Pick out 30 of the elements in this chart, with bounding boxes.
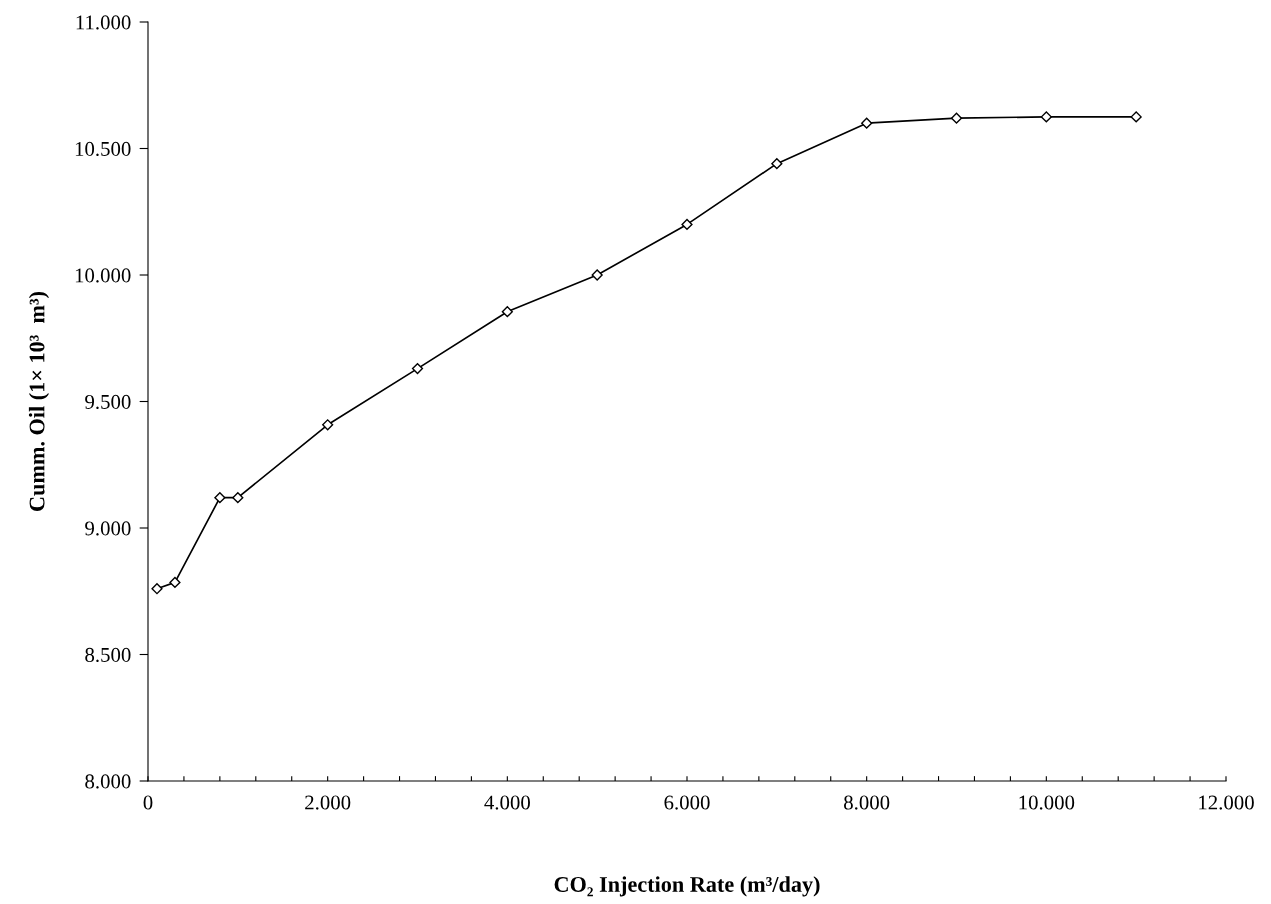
- point: [214, 492, 226, 504]
- x-tick-label: 12.000: [1199, 795, 1254, 810]
- point: [861, 117, 873, 129]
- x-tick-label: 0: [143, 795, 153, 810]
- point: [232, 492, 244, 504]
- x-tick-label: 2.000: [305, 795, 351, 810]
- point: [950, 112, 963, 124]
- point: [681, 218, 693, 231]
- x-axis-title: CO₂ Injection Rate (m³/day): [554, 876, 820, 897]
- x-tick-label: 6.000: [664, 795, 710, 810]
- point: [771, 158, 783, 170]
- point: [411, 363, 424, 375]
- y-axis-title: Cumm. Oil (1× 10³ m³): [28, 291, 50, 511]
- x-tick-label: 10.000: [1019, 795, 1075, 810]
- y-tick-label: 8.000: [85, 774, 131, 789]
- x-tick-label: 4.000: [484, 795, 530, 810]
- point: [169, 576, 181, 588]
- y-tick-label: 9.000: [85, 521, 131, 536]
- y-tick-label: 8.500: [85, 647, 131, 663]
- point: [322, 419, 334, 431]
- x-tick-label: 8.000: [844, 795, 890, 810]
- point: [501, 306, 513, 318]
- point: [1130, 111, 1142, 123]
- point: [151, 583, 163, 595]
- y-tick-label: 9.500: [85, 394, 131, 410]
- point: [1040, 111, 1052, 123]
- y-tick-label: 11.000: [76, 15, 131, 30]
- y-tick-label: 10.000: [75, 268, 131, 283]
- point: [591, 269, 603, 281]
- y-tick-label: 10.500: [75, 141, 131, 157]
